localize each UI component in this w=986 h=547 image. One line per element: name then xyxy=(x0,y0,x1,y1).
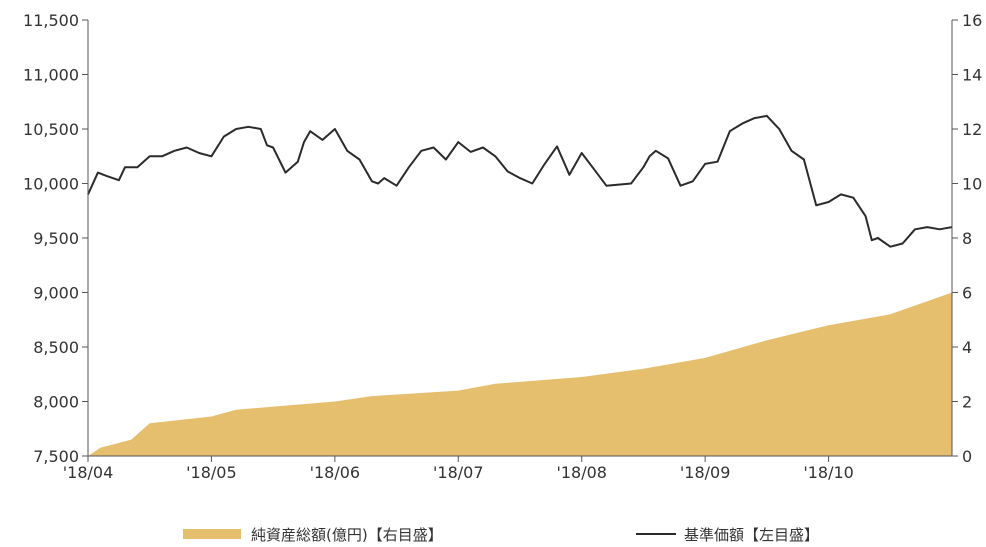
y-left-tick-label: 8,500 xyxy=(33,338,79,357)
x-tick-label: '18/09 xyxy=(680,463,731,482)
y-left-tick-label: 11,000 xyxy=(23,66,79,85)
y-left-tick-label: 11,500 xyxy=(23,11,79,30)
x-tick-label: '18/08 xyxy=(556,463,607,482)
y-left-tick-label: 9,000 xyxy=(33,284,79,303)
ticks: 7,500 8,000 8,500 9,000 9,500 10,000 10,500 11,… xyxy=(23,11,982,482)
y-right-tick-label: 14 xyxy=(962,66,982,85)
y-right-tick-label: 6 xyxy=(962,284,972,303)
x-tick-label: '18/07 xyxy=(433,463,484,482)
nav-line-layer xyxy=(87,114,953,248)
y-left-tick-label: 8,000 xyxy=(33,393,79,412)
x-tick-label: '18/05 xyxy=(186,463,237,482)
x-tick-label: '18/06 xyxy=(310,463,361,482)
x-tick-label: '18/10 xyxy=(803,463,854,482)
x-tick-label: '18/04 xyxy=(63,463,114,482)
legend-item-net-assets: 純資産総額(億円)【右目盛】 xyxy=(183,522,443,546)
y-right-tick-label: 16 xyxy=(962,11,982,30)
y-right-tick-label: 12 xyxy=(962,120,982,139)
y-left-tick-label: 10,500 xyxy=(23,120,79,139)
nav-line xyxy=(87,114,953,248)
legend-swatch-net-assets xyxy=(183,529,241,539)
legend-label-net-assets: 純資産総額(億円)【右目盛】 xyxy=(251,525,443,544)
y-left-tick-label: 9,500 xyxy=(33,229,79,248)
net-assets-area xyxy=(88,292,952,456)
y-left-tick-label: 7,500 xyxy=(33,447,79,466)
y-right-tick-label: 0 xyxy=(962,447,972,466)
legend-item-nav: 基準価額【左目盛】 xyxy=(636,522,819,546)
y-right-tick-label: 2 xyxy=(962,393,972,412)
y-right-tick-label: 10 xyxy=(962,175,982,194)
legend-label-nav: 基準価額【左目盛】 xyxy=(684,525,820,544)
y-left-tick-label: 10,000 xyxy=(23,175,79,194)
legend-swatch-nav xyxy=(636,533,676,535)
y-right-tick-label: 4 xyxy=(962,338,972,357)
net-assets-area-layer xyxy=(88,292,952,456)
y-right-tick-label: 8 xyxy=(962,229,972,248)
